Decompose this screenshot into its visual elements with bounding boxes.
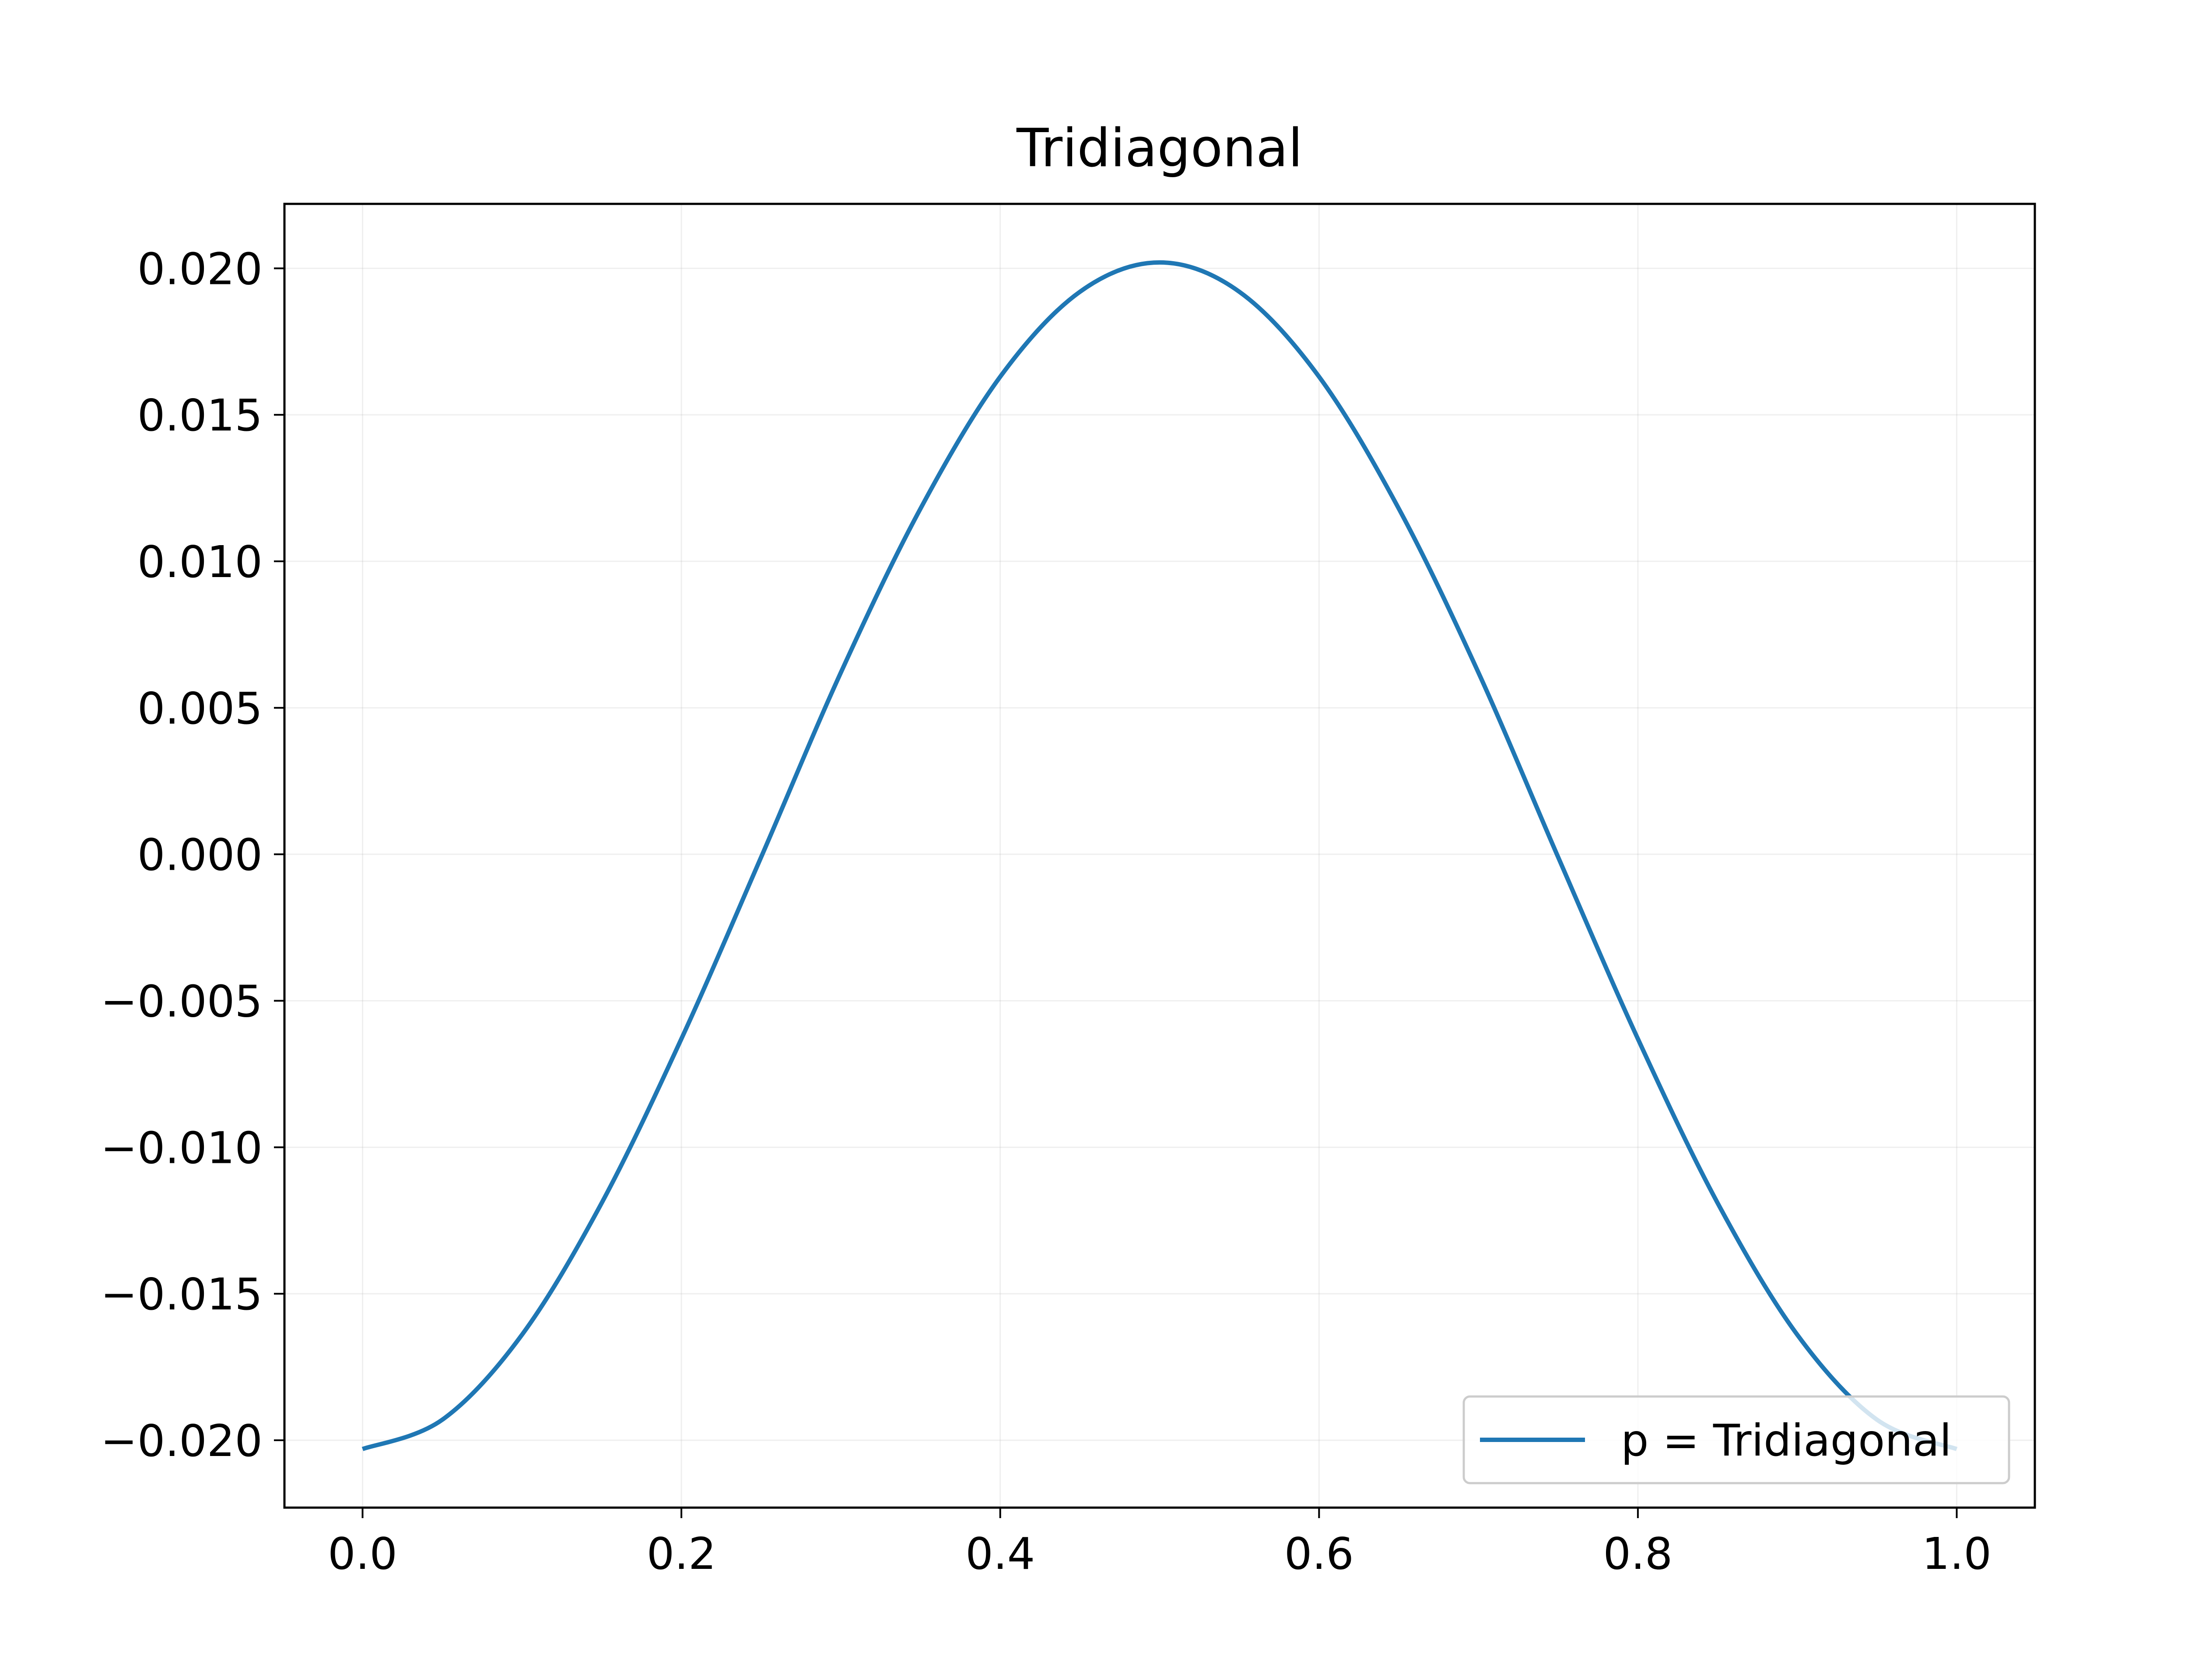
- y-tick-label: −0.005: [101, 976, 263, 1027]
- y-tick-label: 0.000: [137, 830, 263, 881]
- y-tick-label: 0.020: [137, 243, 263, 294]
- x-tick-label: 0.2: [647, 1528, 716, 1579]
- y-tick-label: 0.010: [137, 536, 263, 588]
- x-tick-label: 0.4: [965, 1528, 1035, 1579]
- ticks: 0.0 0.2 0.4 0.6 0.8 1.0 −0.020 −0.015 −0.010 −0.0…: [101, 243, 1992, 1579]
- legend: p = Tridiagonal: [1462, 1395, 2010, 1484]
- chart-title: Tridiagonal: [1016, 118, 1303, 179]
- x-tick-label: 0.6: [1284, 1528, 1354, 1579]
- y-tick-label: −0.010: [101, 1122, 263, 1173]
- y-tick-label: 0.015: [137, 390, 263, 441]
- y-tick-label: −0.015: [101, 1269, 263, 1320]
- legend-box: [1462, 1395, 2010, 1484]
- y-tick-label: −0.020: [101, 1415, 263, 1466]
- x-tick-label: 0.0: [328, 1528, 397, 1579]
- plot-frame: [283, 203, 2036, 1509]
- grid: [284, 204, 2035, 1508]
- x-tick-label: 1.0: [1922, 1528, 1992, 1579]
- x-tick-label: 0.8: [1603, 1528, 1673, 1579]
- series-layer: [361, 260, 1958, 1451]
- series-line: [361, 260, 1958, 1451]
- y-tick-label: 0.005: [137, 683, 263, 734]
- legend-label: p = Tridiagonal: [1621, 1415, 1952, 1466]
